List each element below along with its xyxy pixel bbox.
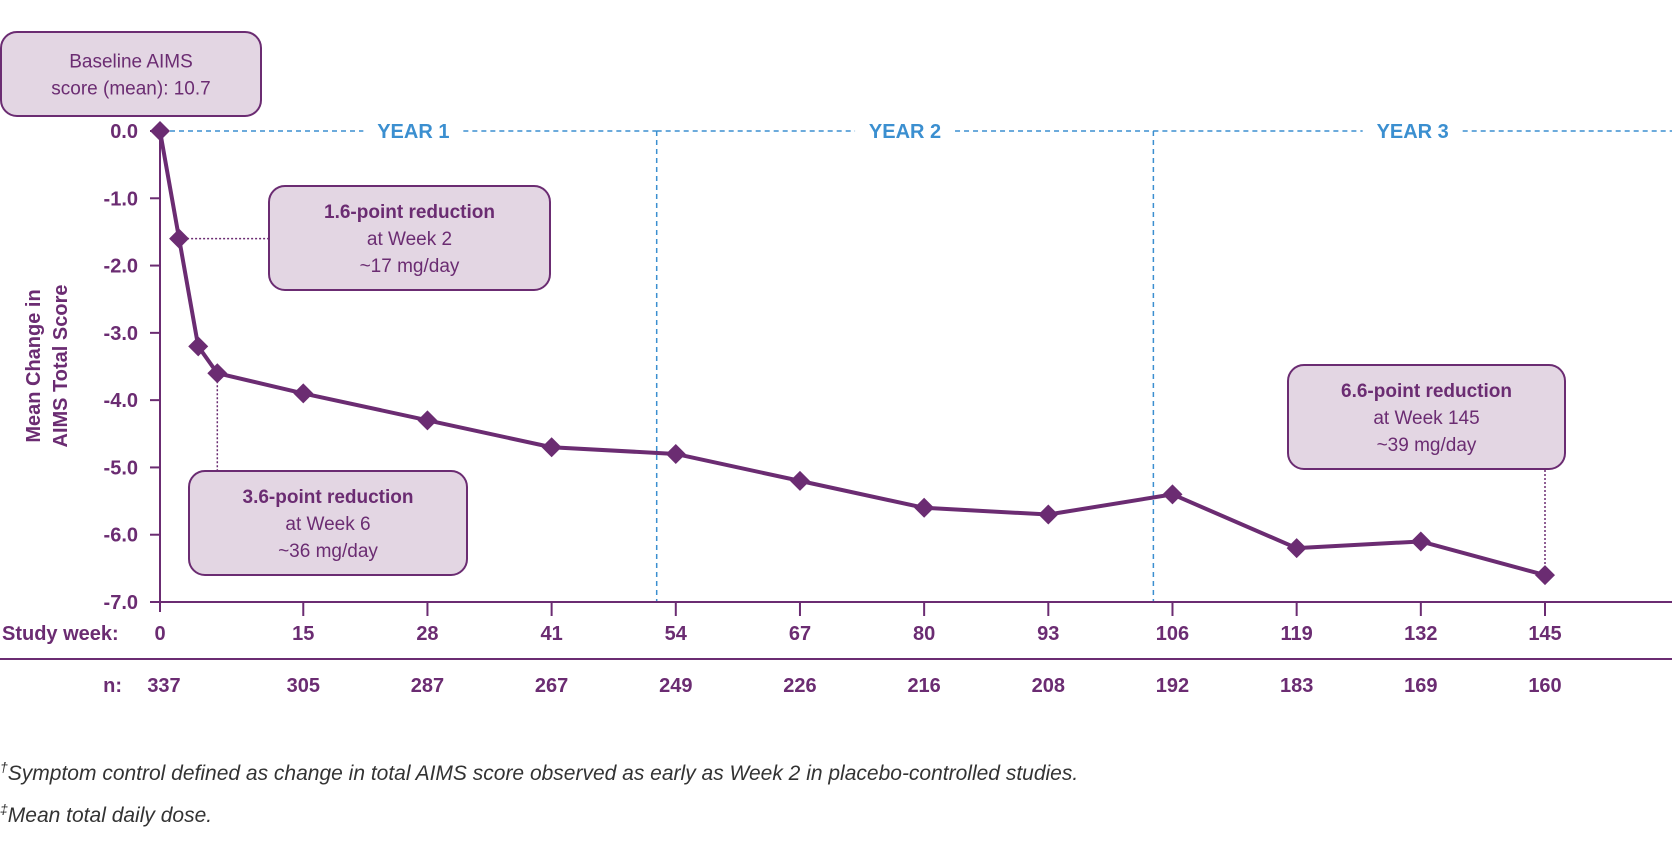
callout-week-2: 1.6-point reduction at Week 2 ~17 mg/day <box>268 185 551 291</box>
annotation-box <box>188 470 468 576</box>
x-tick-label: 41 <box>540 623 562 645</box>
data-point-week-119 <box>1286 538 1307 559</box>
y-tick-label: -6.0 <box>104 525 138 547</box>
n-value: 192 <box>1156 675 1189 697</box>
data-point-week-28 <box>417 410 438 431</box>
data-point-week-41 <box>541 437 562 458</box>
x-tick-label: 15 <box>292 623 314 645</box>
n-value: 216 <box>907 675 940 697</box>
baseline-callout: Baseline AIMS score (mean): 10.7 <box>0 31 262 117</box>
y-tick-label: -4.0 <box>104 390 138 412</box>
data-point-week-132 <box>1410 531 1431 552</box>
year-label: YEAR 1 <box>377 121 449 143</box>
annotation-text: at Week 145 <box>1373 408 1479 429</box>
data-point-week-4 <box>188 336 209 357</box>
annotation-text: 3.6-point reduction <box>243 487 414 508</box>
data-point-week-67 <box>789 470 810 491</box>
annotation-text: ~39 mg/day <box>1377 435 1477 456</box>
annotation-text: ~36 mg/day <box>278 541 378 562</box>
n-value: 169 <box>1404 675 1437 697</box>
data-point-week-80 <box>914 497 935 518</box>
y-tick-label: -1.0 <box>104 188 138 210</box>
annotation-text: 6.6-point reduction <box>1341 381 1512 402</box>
callout-week-145: 6.6-point reduction at Week 145 ~39 mg/day <box>1287 364 1566 470</box>
annotation-text: at Week 2 <box>367 229 452 250</box>
year-label: YEAR 2 <box>869 121 941 143</box>
y-tick-label: -2.0 <box>104 256 138 278</box>
annotation-text: at Week 6 <box>285 514 370 535</box>
x-tick-label: 67 <box>789 623 811 645</box>
x-tick-label: 119 <box>1281 623 1313 645</box>
data-point-week-145 <box>1535 565 1555 586</box>
n-value: 208 <box>1032 675 1065 697</box>
x-tick-label: 80 <box>913 623 935 645</box>
x-axis-label: Study week: <box>2 623 119 645</box>
x-tick-label: 54 <box>665 623 688 645</box>
data-point-week-106 <box>1162 484 1183 505</box>
annotation-text: score (mean): 10.7 <box>51 79 210 100</box>
callout-week-6: 3.6-point reduction at Week 6 ~36 mg/day <box>188 470 468 576</box>
year-label: YEAR 3 <box>1377 121 1449 143</box>
n-value: 305 <box>287 675 320 697</box>
data-point-week-0 <box>150 121 170 141</box>
data-point-week-2 <box>169 228 190 249</box>
n-value: 226 <box>783 675 816 697</box>
data-point-week-54 <box>665 443 686 464</box>
x-tick-label: 106 <box>1156 623 1189 645</box>
x-tick-label: 0 <box>154 623 165 645</box>
data-point-week-93 <box>1038 504 1059 525</box>
n-label: n: <box>103 675 122 697</box>
annotation-text: ~17 mg/day <box>360 256 460 277</box>
x-tick-label: 132 <box>1404 623 1437 645</box>
annotation-text: 1.6-point reduction <box>324 202 495 223</box>
annotation-box <box>1287 364 1566 470</box>
n-value: 249 <box>659 675 692 697</box>
footnote-2: ‡Mean total daily dose. <box>0 801 212 827</box>
n-value: 160 <box>1528 675 1561 697</box>
x-tick-label: 93 <box>1037 623 1059 645</box>
data-point-week-15 <box>293 383 314 404</box>
y-tick-label: -7.0 <box>104 592 138 614</box>
annotation-text: Baseline AIMS <box>69 52 193 73</box>
annotation-box <box>0 31 262 117</box>
data-point-week-6 <box>207 363 228 384</box>
y-tick-label: -3.0 <box>104 323 138 345</box>
x-tick-label: 28 <box>416 623 438 645</box>
n-value: 287 <box>411 675 444 697</box>
n-value: 337 <box>147 675 180 697</box>
y-tick-label: -5.0 <box>104 457 138 479</box>
n-value: 267 <box>535 675 568 697</box>
y-axis-label: Mean Change in AIMS Total Score <box>23 285 72 448</box>
x-tick-label: 145 <box>1528 623 1561 645</box>
annotation-box <box>268 185 551 291</box>
y-tick-label: 0.0 <box>110 121 138 143</box>
n-value: 183 <box>1280 675 1313 697</box>
footnote-1: †Symptom control defined as change in to… <box>0 759 1078 785</box>
